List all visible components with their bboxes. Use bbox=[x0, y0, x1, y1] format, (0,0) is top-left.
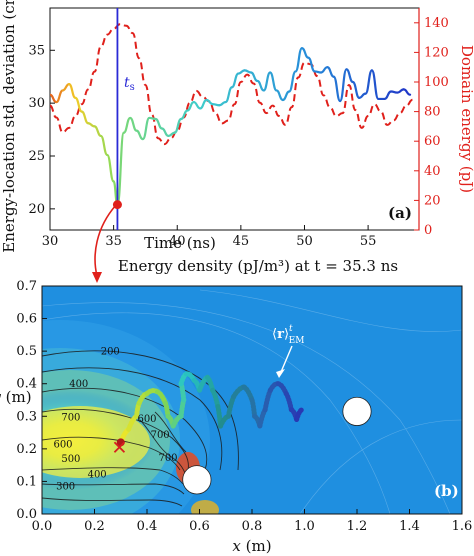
panel-a-tag: (a) bbox=[388, 204, 412, 222]
connector-arrow bbox=[94, 204, 117, 277]
panel-a: 30 35 40 45 50 55 20 25 30 35 0 20 40 60 80 100 120 140 E… bbox=[0, 0, 474, 253]
x-tick-label: 1.4 bbox=[399, 519, 420, 534]
x-tick-label: 0.2 bbox=[84, 519, 105, 534]
x-tick-label: 0.0 bbox=[32, 519, 53, 534]
trajectory-label-arrowhead bbox=[276, 369, 285, 378]
y-tick-label: 25 bbox=[28, 149, 45, 164]
trajectory-core bbox=[295, 408, 304, 422]
contour-label: 700 bbox=[151, 430, 170, 441]
x-tick-label: 0.8 bbox=[242, 519, 263, 534]
x-tick-label: 55 bbox=[360, 234, 377, 249]
obstacle-circle bbox=[342, 396, 372, 426]
faint-contour-line bbox=[42, 302, 451, 514]
ts-marker-label: ts bbox=[124, 75, 135, 93]
right-y-tick-label: 20 bbox=[424, 193, 441, 208]
contour-label: 400 bbox=[88, 469, 107, 480]
faint-contour-line bbox=[299, 419, 462, 514]
x-tick-label: 30 bbox=[42, 234, 59, 249]
contour-label: 600 bbox=[137, 414, 156, 425]
y-tick-label: 20 bbox=[28, 202, 45, 217]
y-tick-label: 0.4 bbox=[16, 377, 37, 392]
y-tick-label: 35 bbox=[28, 43, 45, 58]
y-tick-label: 0.0 bbox=[16, 507, 37, 522]
std-dev-line-segment bbox=[339, 68, 348, 103]
y-tick-label: 0.3 bbox=[16, 409, 37, 424]
connector-arrowhead bbox=[92, 272, 102, 283]
x-tick-label: 0.6 bbox=[189, 519, 210, 534]
trajectory-label-arrow bbox=[280, 345, 293, 373]
cross-marker bbox=[113, 441, 126, 453]
contour-label: 500 bbox=[61, 454, 80, 465]
right-y-tick-label: 0 bbox=[424, 223, 432, 238]
x-tick-label: 50 bbox=[296, 234, 313, 249]
contour-label: 400 bbox=[69, 379, 88, 390]
y-tick-label: 0.2 bbox=[16, 442, 37, 457]
right-y-tick-label: 120 bbox=[424, 45, 449, 60]
panel-b-title: Energy density (pJ/m³) at t = 35.3 ns bbox=[118, 257, 398, 275]
contour-line bbox=[42, 497, 183, 507]
contour-label: 200 bbox=[101, 346, 120, 357]
panel-b-y-label: y (m) bbox=[0, 388, 32, 406]
panel-a-right-y-label: Domain energy (pJ) bbox=[458, 45, 474, 193]
x-tick-label: 1.2 bbox=[347, 519, 368, 534]
x-tick-label: 45 bbox=[233, 234, 250, 249]
right-y-tick-label: 40 bbox=[424, 164, 441, 179]
x-tick-label: 35 bbox=[105, 234, 122, 249]
right-y-tick-label: 60 bbox=[424, 134, 441, 149]
right-y-tick-label: 140 bbox=[424, 16, 449, 31]
y-tick-label: 0.7 bbox=[16, 279, 37, 294]
right-y-tick-label: 80 bbox=[424, 105, 441, 120]
contour-line bbox=[42, 409, 189, 471]
contour-label: 700 bbox=[158, 453, 177, 464]
panel-a-x-label: Time (ns) bbox=[144, 234, 216, 252]
contour-line bbox=[42, 436, 181, 471]
x-tick-label: 0.4 bbox=[137, 519, 158, 534]
std-dev-line-segment bbox=[402, 88, 412, 96]
obstacle-circle bbox=[182, 465, 212, 495]
right-y-tick-label: 100 bbox=[424, 75, 449, 90]
y-tick-label: 30 bbox=[28, 96, 45, 111]
domain-energy-line bbox=[50, 23, 413, 146]
x-tick-label: 1.0 bbox=[294, 519, 315, 534]
panel-b-x-label: x (m) bbox=[232, 537, 271, 555]
faint-contour-line bbox=[199, 289, 462, 332]
panel-b-tag: (b) bbox=[434, 482, 459, 500]
contour-label: 600 bbox=[53, 439, 72, 450]
panel-a-y-label: Energy-location std. deviation (cm) bbox=[0, 0, 18, 253]
contour-line bbox=[42, 367, 223, 471]
faint-contour-line bbox=[42, 312, 391, 514]
contour-line bbox=[42, 387, 208, 471]
x-tick-label: 1.6 bbox=[452, 519, 473, 534]
x-tick-label: 40 bbox=[169, 234, 186, 249]
contour-line bbox=[42, 467, 184, 485]
y-tick-label: 0.6 bbox=[16, 312, 37, 327]
y-tick-label: 0.1 bbox=[16, 474, 37, 489]
panel-a-frame bbox=[49, 7, 420, 231]
contour-line bbox=[42, 483, 185, 495]
panel-b: Energy density (pJ/m³) at t = 35.3 ns 20… bbox=[0, 257, 473, 555]
contour-label: 700 bbox=[61, 412, 80, 423]
y-tick-label: 0.5 bbox=[16, 344, 37, 359]
contour-line bbox=[154, 411, 187, 453]
contour-label: 300 bbox=[56, 481, 75, 492]
